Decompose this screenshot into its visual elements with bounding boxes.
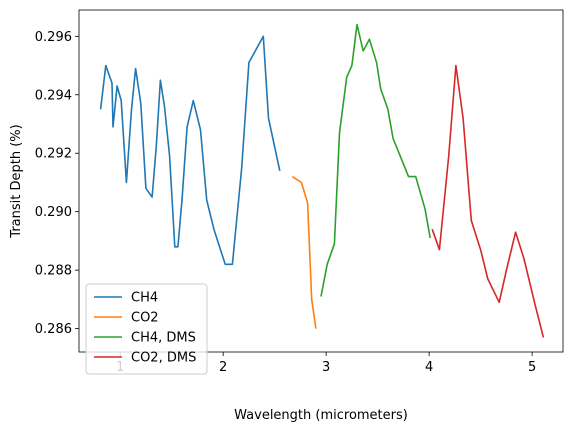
series-line-1 [99,35,281,266]
y-axis-ticks: 0.286 0.288 0.290 0.292 0.294 0.296 [35,30,79,337]
legend: CH4 CO2 CH4, DMS CO2, DMS [85,283,208,375]
legend-label: CO2, DMS [131,351,196,366]
plot-frame [78,9,564,353]
y-tick-label: 0.294 [35,88,72,103]
series-line-3 [320,23,431,297]
x-tick-label: 3 [322,360,330,375]
y-tick-label: 0.288 [35,264,72,279]
y-tick-label: 0.296 [35,30,72,45]
y-tick-label: 0.290 [35,205,72,220]
y-axis-label: Transit Depth (%) [9,124,24,238]
legend-label: CH4, DMS [131,331,196,346]
legend-label: CO2 [131,311,159,326]
x-tick-label: 5 [528,360,536,375]
series-line-2 [291,175,317,329]
y-tick-label: 0.286 [35,322,72,337]
series-line-4 [431,64,545,338]
x-tick-label: 2 [219,360,227,375]
y-tick-label: 0.292 [35,147,72,162]
x-axis-label: Wavelength (micrometers) [234,408,408,423]
legend-label: CH4 [131,291,158,306]
plot-lines [99,23,545,338]
x-tick-label: 4 [425,360,433,375]
legend-box [85,283,208,375]
